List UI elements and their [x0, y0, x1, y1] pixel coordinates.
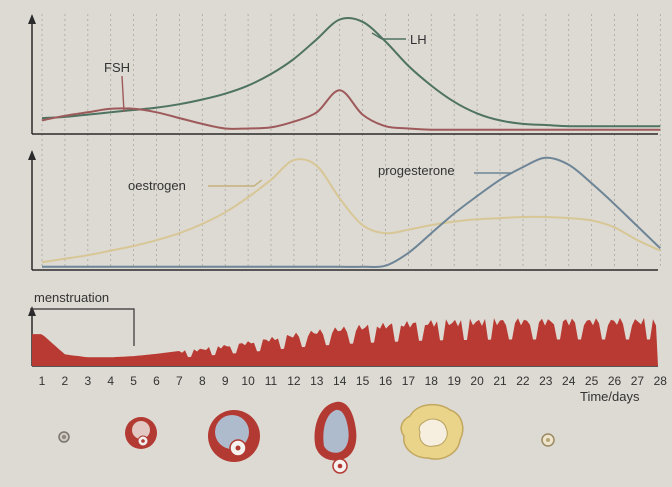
day-tick-10: 10 [241, 374, 255, 388]
lh-label: LH [410, 32, 427, 47]
developing-follicle [125, 417, 157, 449]
fsh-line [41, 89, 661, 131]
middle-y-axis-arrow [28, 150, 36, 160]
bottom-y-axis-arrow [28, 306, 36, 316]
day-tick-23: 23 [539, 374, 553, 388]
day-tick-18: 18 [425, 374, 439, 388]
primary-follicle [58, 431, 70, 443]
oestrogen-leader-line [208, 179, 263, 187]
day-tick-8: 8 [199, 374, 206, 388]
day-tick-12: 12 [287, 374, 301, 388]
day-tick-15: 15 [356, 374, 370, 388]
day-tick-25: 25 [585, 374, 599, 388]
day-tick-5: 5 [130, 374, 137, 388]
hormone-lines [41, 16, 661, 269]
x-axis-label: Time/days [580, 389, 640, 404]
oestrogen-line [41, 158, 661, 264]
progesterone-line [41, 156, 661, 269]
day-tick-9: 9 [222, 374, 229, 388]
top-y-axis-arrow [28, 14, 36, 24]
grid-lines [41, 14, 661, 268]
day-tick-1: 1 [39, 374, 46, 388]
corpus-luteum [400, 403, 464, 460]
day-tick-28: 28 [654, 374, 668, 388]
day-tick-20: 20 [470, 374, 484, 388]
day-tick-17: 17 [402, 374, 416, 388]
day-tick-11: 11 [265, 374, 278, 388]
day-tick-21: 21 [493, 374, 507, 388]
ovulating-follicle [314, 401, 357, 474]
progesterone-label: progesterone [378, 163, 455, 178]
menstruation-label: menstruation [34, 290, 109, 305]
day-tick-19: 19 [448, 374, 462, 388]
day-tick-7: 7 [176, 374, 183, 388]
day-tick-4: 4 [107, 374, 114, 388]
day-tick-14: 14 [333, 374, 347, 388]
menstruation-bracket [30, 308, 135, 346]
uterine-lining-panel [32, 317, 658, 366]
day-tick-16: 16 [379, 374, 393, 388]
day-tick-26: 26 [608, 374, 622, 388]
day-tick-labels: 1 2 3 4 5 6 7 8 9 10 11 12 13 14 15 16 17 18 19 20 21 22 23 24 2… [39, 374, 668, 388]
follicle-sequence [58, 401, 555, 474]
day-tick-22: 22 [516, 374, 530, 388]
maturing-follicle [208, 410, 260, 462]
fsh-leader-line [121, 75, 125, 113]
corpus-albicans [541, 433, 555, 447]
day-tick-6: 6 [153, 374, 160, 388]
lh-line [41, 16, 661, 128]
lh-leader-line [371, 32, 406, 40]
uterine-lining-area [32, 317, 658, 366]
day-tick-3: 3 [84, 374, 91, 388]
fsh-label: FSH [104, 60, 130, 75]
day-tick-2: 2 [62, 374, 69, 388]
day-tick-27: 27 [631, 374, 645, 388]
oestrogen-label: oestrogen [128, 178, 186, 193]
day-tick-13: 13 [310, 374, 324, 388]
day-tick-24: 24 [562, 374, 576, 388]
